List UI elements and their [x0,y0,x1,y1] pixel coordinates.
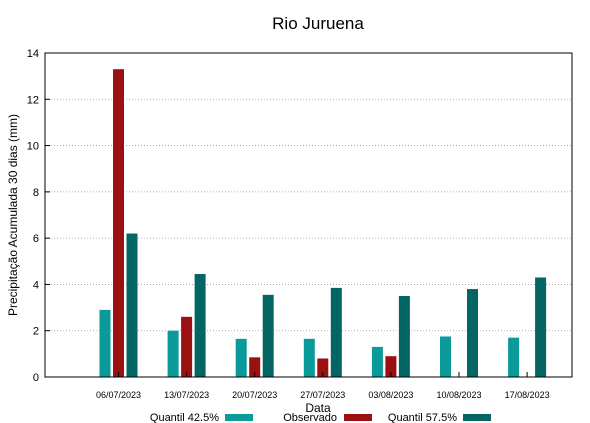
legend: Quantil 42.5% Observado Quantil 57.5% [150,412,491,423]
bar [398,296,410,377]
bar [303,338,315,377]
x-tick-label: 27/07/2023 [300,390,345,400]
bar [113,69,124,377]
legend-swatch [463,414,491,421]
legend-swatch [344,414,372,421]
bar [235,338,247,377]
bar [535,277,547,377]
y-tick-label: 10 [27,141,39,153]
x-tick-label: 06/07/2023 [96,390,141,400]
x-tick-label: 20/07/2023 [232,390,277,400]
legend-label: Observado [283,412,337,423]
bar [262,294,274,377]
bar [181,316,193,377]
legend-swatch [225,414,253,421]
bar [194,274,206,377]
x-tick-label: 17/08/2023 [505,390,550,400]
y-tick-label: 6 [33,233,39,245]
bars [99,69,547,377]
y-tick-label: 14 [27,48,39,60]
x-tick-label: 10/08/2023 [436,390,481,400]
x-axis-ticks: 06/07/2023 13/07/2023 20/07/2023 27/07/2023… [96,372,550,400]
legend-label: Quantil 42.5% [150,412,219,423]
bar [508,337,520,377]
legend-label: Quantil 57.5% [388,412,457,423]
x-tick-label: 13/07/2023 [164,390,209,400]
y-tick-label: 2 [33,326,39,338]
bar [330,287,342,377]
bar [249,357,261,377]
bar [317,358,329,377]
bar [126,233,138,377]
bar [371,346,383,377]
y-axis-label: Precipitação Acumulada 30 dias (mm) [6,114,20,316]
x-axis-label: Data [305,401,331,415]
bar [467,289,478,377]
x-tick-label: 03/08/2023 [368,390,413,400]
bar [440,336,451,377]
plot-frame [44,52,573,378]
grid [45,98,572,332]
y-tick-label: 12 [27,94,39,106]
bar [167,330,179,377]
bar [99,309,111,377]
chart-title: Rio Juruena [272,14,364,33]
y-tick-label: 8 [33,187,39,199]
y-tick-label: 0 [33,372,39,384]
bar [385,356,397,377]
y-tick-label: 4 [33,279,39,291]
y-axis-ticks: 0 2 4 6 8 10 12 14 [27,48,50,384]
